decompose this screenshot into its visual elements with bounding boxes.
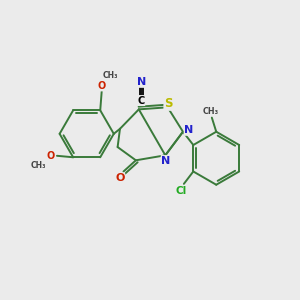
Text: S: S (164, 97, 172, 110)
Text: N: N (184, 125, 194, 135)
Text: CH₃: CH₃ (202, 106, 218, 116)
Text: O: O (46, 151, 55, 161)
Text: C: C (137, 95, 145, 106)
Text: N: N (136, 77, 146, 87)
Text: CH₃: CH₃ (102, 70, 118, 80)
Text: O: O (98, 81, 106, 91)
Text: Cl: Cl (175, 186, 187, 196)
Text: O: O (115, 173, 125, 183)
Text: CH₃: CH₃ (31, 161, 46, 170)
Text: N: N (161, 156, 170, 166)
